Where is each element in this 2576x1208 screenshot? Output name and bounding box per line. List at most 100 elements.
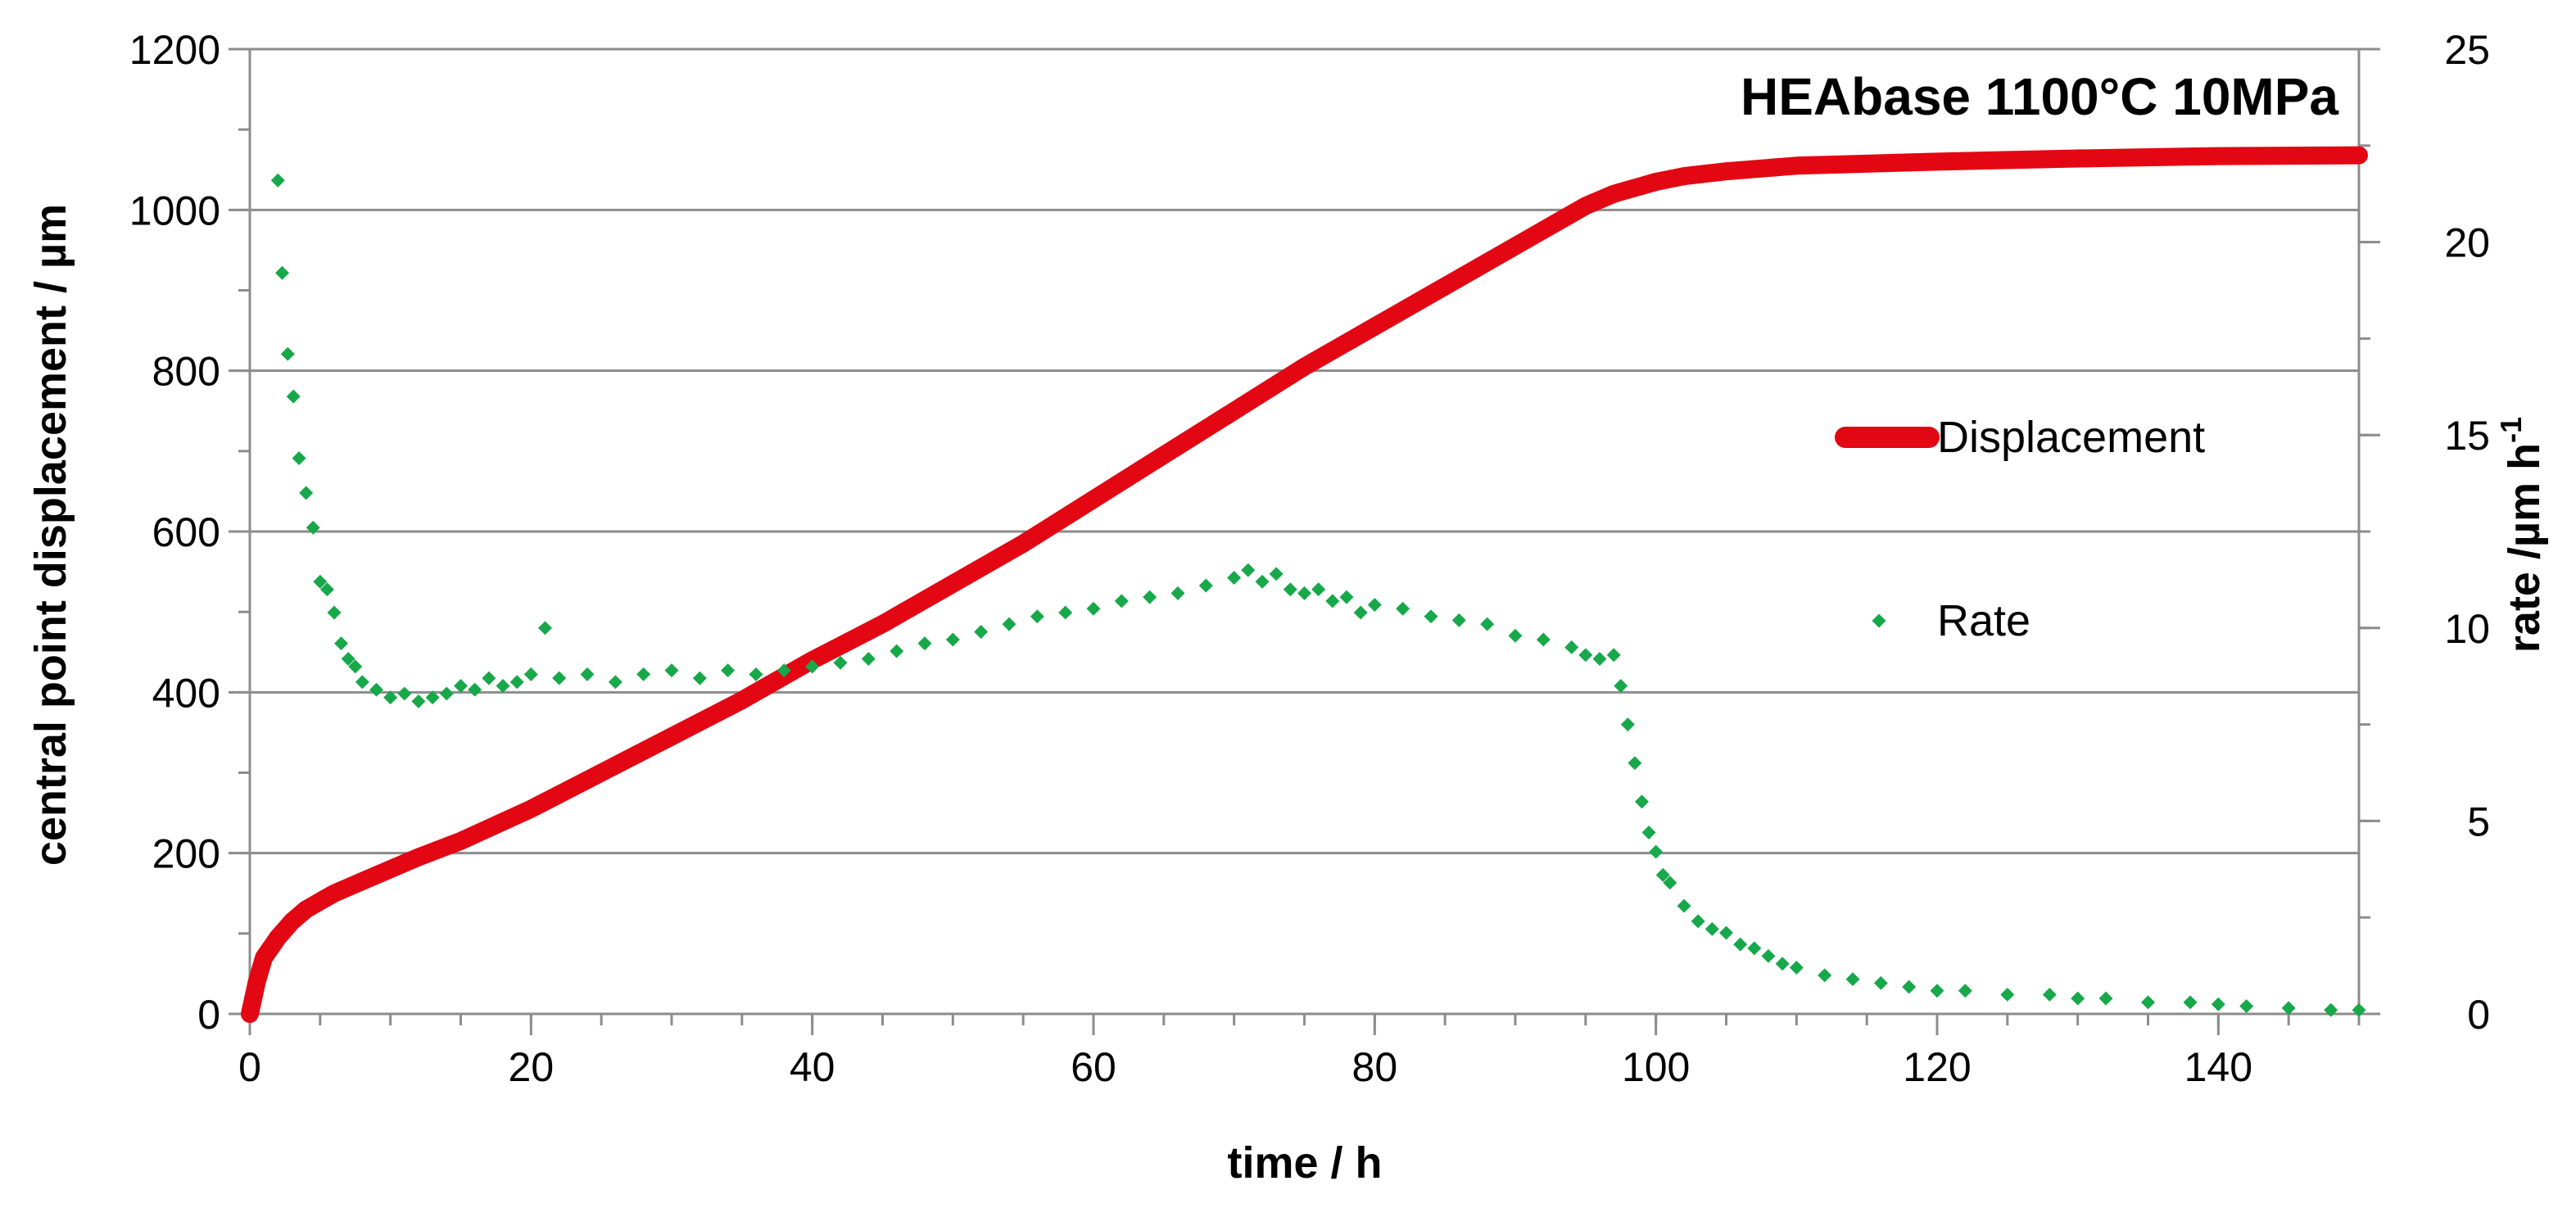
rate-point bbox=[917, 636, 932, 651]
rate-point bbox=[1227, 571, 1242, 585]
rate-point bbox=[341, 651, 355, 666]
rate-point bbox=[1620, 717, 1635, 732]
rate-point bbox=[1818, 968, 1832, 983]
rate-point bbox=[1058, 605, 1073, 620]
tick-labels: 0 20 40 60 80 100 120 140 0 200 400 600 800 1000 1200 0… bbox=[129, 27, 2490, 1090]
rate-point bbox=[1325, 594, 1340, 609]
rate-point bbox=[861, 652, 876, 667]
rate-point bbox=[1367, 598, 1382, 613]
rate-point bbox=[1480, 617, 1495, 631]
series-line-displacement bbox=[241, 146, 2368, 1023]
x-tick-label: 0 bbox=[238, 1044, 261, 1090]
rate-point bbox=[1241, 563, 1256, 577]
x-tick-label: 60 bbox=[1071, 1044, 1116, 1090]
rate-point bbox=[286, 389, 301, 404]
rate-point bbox=[890, 644, 904, 658]
rate-point bbox=[397, 686, 412, 701]
rate-point bbox=[355, 675, 369, 690]
rate-point bbox=[1283, 582, 1297, 597]
rate-point bbox=[1592, 652, 1607, 666]
x-tick-label: 80 bbox=[1352, 1044, 1398, 1090]
y-axis-title: central point displacement / µm bbox=[26, 204, 75, 866]
y2-axis-title-main: rate /µm h bbox=[2500, 443, 2549, 653]
y-tick-label: 1200 bbox=[129, 27, 220, 73]
y2-tick-label: 20 bbox=[2444, 220, 2490, 266]
rate-point bbox=[439, 686, 454, 701]
rate-point bbox=[1663, 875, 1677, 890]
rate-point bbox=[1677, 898, 1691, 913]
rate-point bbox=[482, 671, 496, 685]
rate-point bbox=[1424, 609, 1438, 624]
rate-point bbox=[1691, 914, 1705, 929]
rate-point bbox=[1297, 586, 1311, 600]
x-tick-label: 20 bbox=[509, 1044, 555, 1090]
rate-point bbox=[1508, 628, 1523, 643]
rate-point bbox=[833, 655, 848, 670]
rate-point bbox=[805, 659, 820, 674]
rate-point bbox=[1198, 578, 1213, 593]
x-axis-title: time / h bbox=[1227, 1138, 1382, 1188]
rate-point bbox=[1958, 984, 1972, 998]
rate-point bbox=[1789, 961, 1804, 975]
rate-point bbox=[313, 574, 328, 589]
rate-point bbox=[2042, 987, 2057, 1002]
rate-point bbox=[1614, 678, 1628, 693]
rate-point bbox=[1396, 601, 1410, 616]
x-tick-label: 140 bbox=[2184, 1044, 2252, 1090]
legend-label-displacement: Displacement bbox=[1937, 413, 2205, 462]
y2-tick-label: 10 bbox=[2444, 606, 2490, 652]
rate-point bbox=[1086, 601, 1101, 616]
x-tick-label: 40 bbox=[790, 1044, 835, 1090]
rate-point bbox=[383, 690, 398, 705]
rate-point bbox=[776, 663, 791, 678]
rate-point bbox=[299, 486, 314, 500]
rate-point bbox=[1170, 586, 1185, 600]
rate-point bbox=[1255, 574, 1270, 589]
x-tick-label: 120 bbox=[1903, 1044, 1971, 1090]
y2-tick-label: 5 bbox=[2467, 799, 2490, 844]
y-tick-label: 1000 bbox=[129, 188, 220, 233]
rate-point bbox=[2098, 991, 2113, 1006]
rate-point bbox=[2211, 997, 2225, 1011]
rate-point bbox=[2239, 999, 2254, 1014]
y-tick-label: 0 bbox=[197, 992, 220, 1038]
rate-point bbox=[1761, 948, 1776, 963]
rate-point bbox=[1775, 957, 1790, 971]
rate-point bbox=[509, 675, 524, 690]
rate-point bbox=[1718, 925, 1733, 940]
y-tick-label: 800 bbox=[152, 349, 220, 395]
rate-point bbox=[1030, 609, 1044, 624]
rate-point bbox=[608, 675, 622, 690]
rate-point bbox=[1578, 648, 1593, 663]
rate-point bbox=[1733, 937, 1748, 952]
legend-marker-rate bbox=[1872, 613, 1886, 628]
rate-point bbox=[1564, 640, 1579, 654]
legend-label-rate: Rate bbox=[1937, 596, 2030, 645]
rate-point bbox=[1747, 941, 1762, 956]
y2-axis-title: rate /µm h-1 bbox=[2494, 417, 2549, 653]
rate-point bbox=[2324, 1002, 2338, 1017]
y2-axis-title-exponent: -1 bbox=[2494, 417, 2528, 443]
rate-point bbox=[454, 679, 468, 693]
rate-point bbox=[1705, 921, 1719, 936]
rate-point bbox=[292, 450, 306, 465]
rate-point bbox=[1269, 567, 1283, 581]
minor-ticks bbox=[238, 48, 2370, 1025]
plot-area bbox=[241, 146, 2368, 1023]
rate-point bbox=[1606, 648, 1621, 663]
rate-point bbox=[411, 694, 426, 708]
rate-point bbox=[1339, 590, 1354, 604]
rate-point bbox=[496, 679, 510, 693]
rate-point bbox=[692, 671, 707, 685]
y2-tick-label: 15 bbox=[2444, 413, 2490, 459]
rate-point bbox=[2000, 987, 2015, 1002]
rate-point bbox=[1143, 590, 1157, 604]
rate-point bbox=[369, 682, 383, 697]
rate-point bbox=[1353, 605, 1368, 620]
rate-point bbox=[2071, 991, 2085, 1006]
rate-point bbox=[1634, 794, 1649, 809]
rate-point bbox=[425, 690, 440, 705]
y2-tick-label: 0 bbox=[2467, 992, 2490, 1038]
rate-point bbox=[1930, 984, 1944, 998]
